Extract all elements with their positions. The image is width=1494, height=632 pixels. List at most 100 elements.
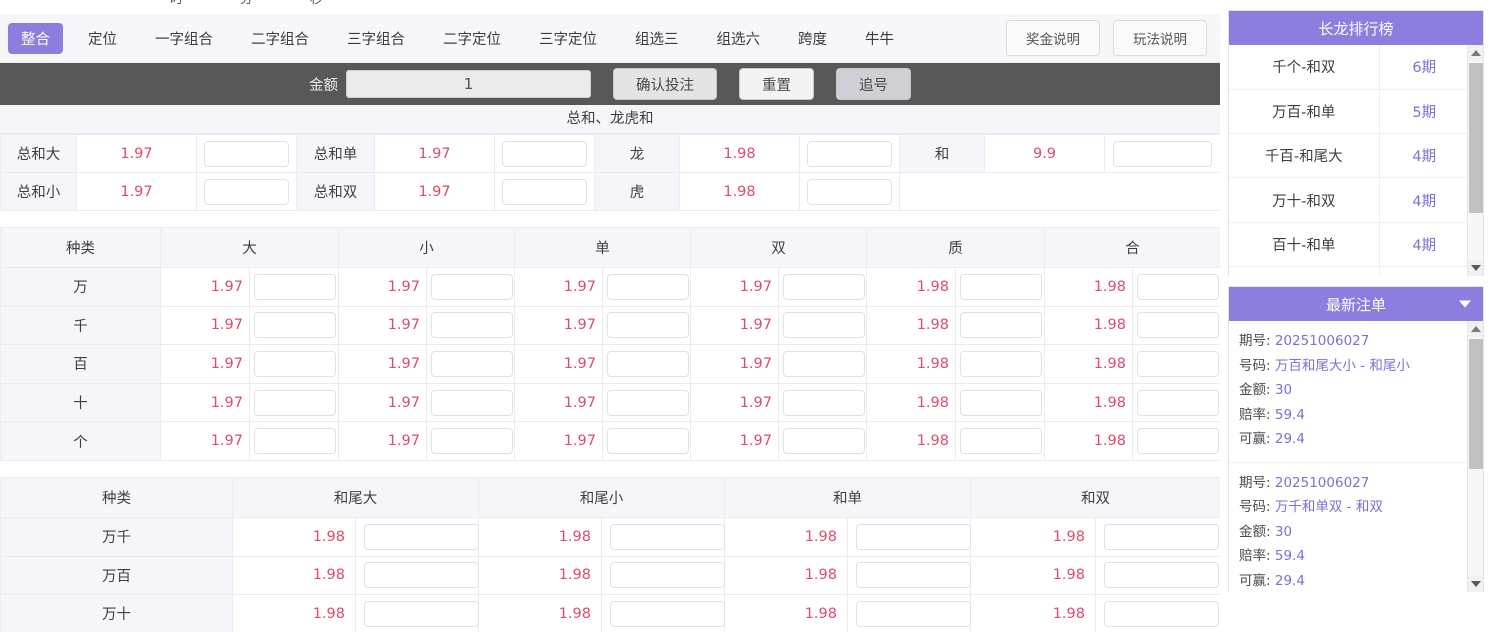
input-cell-wanshi-heweixiao [601, 594, 725, 632]
bet-input-qian-xiao[interactable] [431, 312, 513, 339]
bet-input-wanqian-hedan[interactable] [856, 523, 971, 550]
bet-input-ge-he[interactable] [1137, 428, 1219, 455]
bet-input-shi-he[interactable] [1137, 389, 1219, 416]
bet-input-qian-zhi[interactable] [960, 312, 1042, 339]
list-item[interactable]: 万位-双 3期 [1229, 266, 1469, 276]
bet-input-wanbai-hedan[interactable] [856, 562, 971, 589]
prize-info-button[interactable]: 奖金说明 [1006, 20, 1100, 56]
bet-input-wanqian-heshuang[interactable] [1104, 523, 1219, 550]
list-item[interactable]: 期号: 20251006027 号码: 万百和尾大小 - 和尾小 金额: 30 [1229, 321, 1469, 456]
bet-input-wan-da[interactable] [254, 273, 336, 300]
list-item[interactable]: 期号: 20251006027 号码: 万千和单双 - 和双 金额: 30 [1229, 463, 1469, 593]
bet-input-zonghe-shuang[interactable] [501, 178, 588, 205]
order-amount-label-1: 金额: [1239, 523, 1271, 540]
order-win-value-1: 29.4 [1274, 572, 1305, 589]
bet-input-ge-zhi[interactable] [960, 428, 1042, 455]
bet-input-bai-shuang[interactable] [783, 350, 865, 377]
tab-sanzidingwei[interactable]: 三字定位 [539, 31, 597, 48]
tab-dingwei[interactable]: 定位 [88, 31, 117, 48]
bet-input-qian-shuang[interactable] [783, 312, 865, 339]
bet-input-qian-he[interactable] [1137, 312, 1219, 339]
chase-bet-button[interactable]: 追号 [836, 68, 911, 100]
bet-input-ge-da[interactable] [254, 428, 336, 455]
list-item[interactable]: 千百-和尾大 4期 [1229, 133, 1469, 179]
odds-bai-xiao: 1.97 [338, 344, 427, 384]
list-item[interactable]: 百十-和单 4期 [1229, 222, 1469, 267]
odds-ge-dan: 1.97 [514, 421, 603, 461]
bet-input-shi-zhi[interactable] [960, 389, 1042, 416]
digit-row-label-qian: 千 [0, 305, 161, 346]
list-item[interactable]: 万十-和双 4期 [1229, 177, 1469, 223]
bet-input-he[interactable] [1113, 140, 1212, 167]
bet-input-bai-xiao[interactable] [431, 350, 513, 377]
bet-input-wanshi-heshuang[interactable] [1104, 600, 1219, 627]
sum-table-header-heweida: 和尾大 [232, 476, 479, 518]
bet-input-ge-shuang[interactable] [783, 428, 865, 455]
bet-input-qian-dan[interactable] [607, 312, 689, 339]
latest-orders-scroll-thumb[interactable] [1469, 339, 1483, 469]
tab-sanzizuhe[interactable]: 三字组合 [347, 31, 405, 48]
bet-input-hu[interactable] [806, 178, 893, 205]
input-cell-bai-he [1132, 344, 1220, 384]
bet-input-shi-da[interactable] [254, 389, 336, 416]
bet-input-zonghe-xiao[interactable] [203, 178, 290, 205]
input-cell-ge-zhi [955, 421, 1045, 461]
bet-input-zonghe-dan[interactable] [501, 140, 588, 167]
bet-input-long[interactable] [806, 140, 893, 167]
bet-input-bai-dan[interactable] [607, 350, 689, 377]
bet-input-bai-da[interactable] [254, 350, 336, 377]
dragon-rank-scrollbar[interactable] [1467, 45, 1483, 276]
clock-unit-minute: 分 [240, 0, 253, 7]
amount-input[interactable] [346, 70, 591, 98]
latest-orders-scrollbar[interactable] [1467, 321, 1483, 592]
bet-input-wan-zhi[interactable] [960, 273, 1042, 300]
tab-niuniu[interactable]: 牛牛 [865, 31, 894, 48]
bet-input-shi-shuang[interactable] [783, 389, 865, 416]
dragon-rank-scroll-thumb[interactable] [1469, 63, 1483, 213]
odds-wan-he: 1.98 [1044, 267, 1133, 307]
tab-zhenghe[interactable]: 整合 [8, 22, 63, 54]
bet-input-wanshi-heweixiao[interactable] [610, 600, 725, 627]
table-row: 个 1.97 1.97 1.97 1.97 1.98 1.98 [0, 421, 1220, 461]
bet-input-ge-xiao[interactable] [431, 428, 513, 455]
bet-input-qian-da[interactable] [254, 312, 336, 339]
bet-input-wan-dan[interactable] [607, 273, 689, 300]
list-item[interactable]: 万百-和单 5期 [1229, 89, 1469, 135]
scroll-up-arrow-icon[interactable] [1468, 45, 1483, 61]
bet-input-wanbai-heshuang[interactable] [1104, 562, 1219, 589]
scroll-up-arrow-icon[interactable] [1468, 321, 1483, 337]
bet-input-wan-he[interactable] [1137, 273, 1219, 300]
bet-input-wanbai-heweixiao[interactable] [610, 562, 725, 589]
chevron-down-icon[interactable] [1459, 300, 1471, 308]
tab-zuxuansan[interactable]: 组选三 [635, 31, 679, 48]
scroll-down-arrow-icon[interactable] [1468, 260, 1483, 276]
confirm-bet-button[interactable]: 确认投注 [613, 68, 717, 100]
bet-input-wanbai-heweida[interactable] [364, 562, 479, 589]
bet-input-wanshi-hedan[interactable] [856, 600, 971, 627]
tab-erzidingwei[interactable]: 二字定位 [443, 31, 501, 48]
rules-info-button[interactable]: 玩法说明 [1113, 20, 1207, 56]
bet-input-wanqian-heweida[interactable] [364, 523, 479, 550]
reset-button[interactable]: 重置 [739, 68, 814, 100]
scroll-down-arrow-icon[interactable] [1468, 576, 1483, 592]
bet-input-shi-xiao[interactable] [431, 389, 513, 416]
input-cell-qian-zhi [955, 305, 1045, 346]
bet-input-bai-zhi[interactable] [960, 350, 1042, 377]
bet-input-ge-dan[interactable] [607, 428, 689, 455]
tab-kuadu[interactable]: 跨度 [798, 31, 827, 48]
bet-input-wan-xiao[interactable] [431, 273, 513, 300]
list-item[interactable]: 千个-和双 6期 [1229, 45, 1469, 90]
odds-wan-shuang: 1.97 [690, 267, 779, 307]
bet-input-wanshi-heweida[interactable] [364, 600, 479, 627]
bet-input-bai-he[interactable] [1137, 350, 1219, 377]
odds-wan-da: 1.97 [160, 267, 250, 307]
rank-name-5: 万位-双 [1229, 266, 1379, 276]
bet-input-zonghe-da[interactable] [203, 140, 290, 167]
order-odds-value-0: 59.4 [1274, 406, 1305, 423]
tab-yizizuhe[interactable]: 一字组合 [155, 31, 213, 48]
bet-input-wan-shuang[interactable] [783, 273, 865, 300]
tab-erzizuhe[interactable]: 二字组合 [251, 31, 309, 48]
tab-zuxuanliu[interactable]: 组选六 [716, 31, 761, 48]
bet-input-shi-dan[interactable] [607, 389, 689, 416]
bet-input-wanqian-heweixiao[interactable] [610, 523, 725, 550]
